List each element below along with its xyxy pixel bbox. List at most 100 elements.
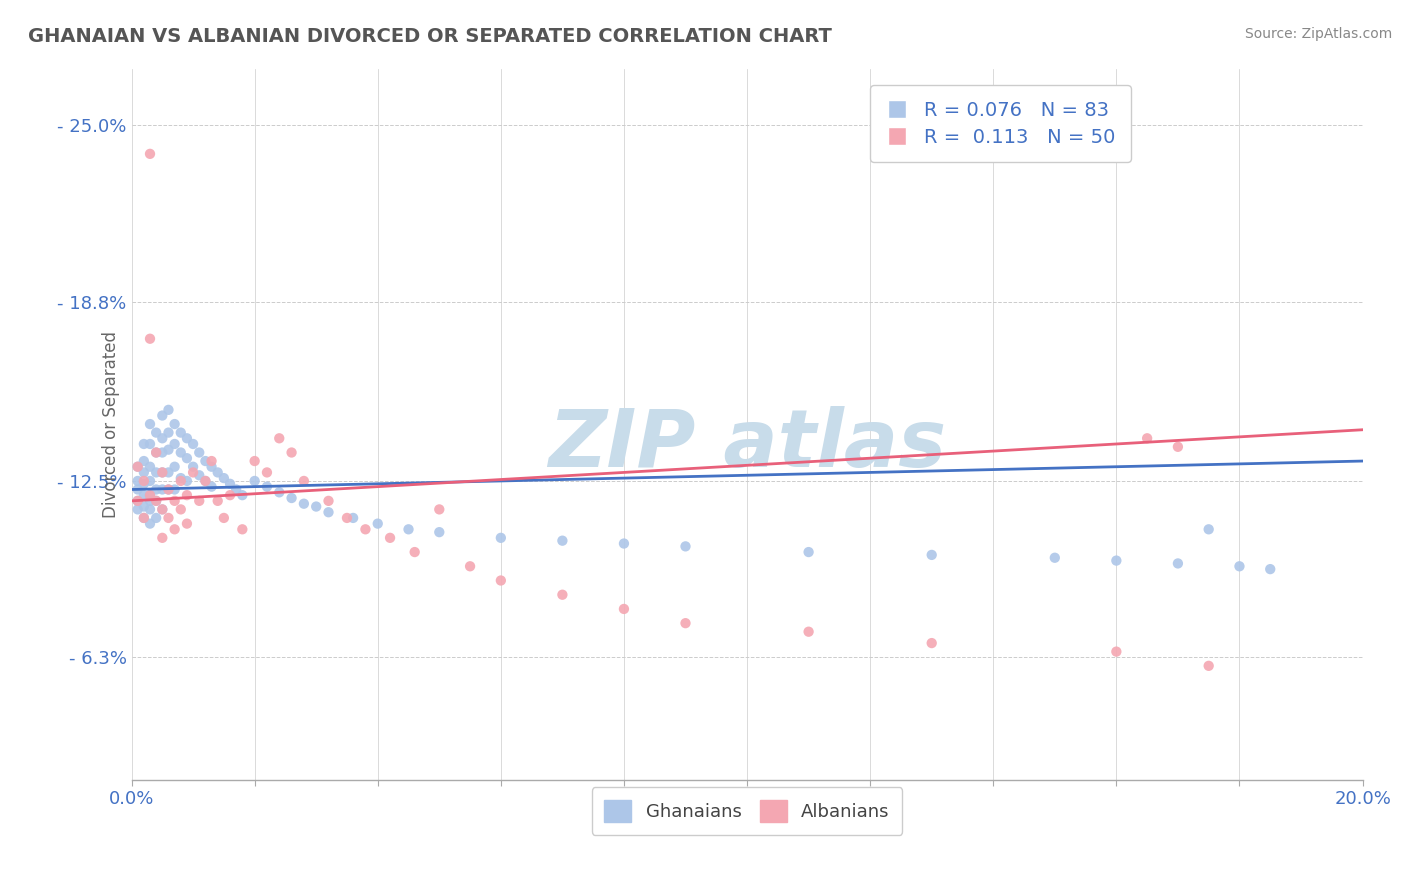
Point (132, 466, 155, 480)
Point (188, 445, 211, 459)
Point (132, 511, 155, 525)
Point (132, 454, 155, 468)
Point (336, 511, 359, 525)
Point (170, 474, 193, 488)
Point (157, 483, 180, 497)
Point (132, 476, 155, 491)
Point (145, 466, 167, 480)
Point (551, 588, 574, 602)
Point (132, 437, 155, 451)
Point (921, 548, 943, 562)
Point (269, 485, 291, 500)
Point (127, 459, 149, 474)
Point (150, 531, 173, 545)
Point (127, 459, 149, 474)
Point (675, 616, 697, 631)
Point (139, 494, 162, 508)
Point (139, 437, 162, 451)
Point (139, 502, 162, 516)
Point (127, 474, 149, 488)
Point (280, 445, 302, 459)
Point (157, 466, 180, 480)
Point (342, 511, 364, 525)
Point (139, 417, 162, 431)
Point (157, 511, 180, 525)
Point (157, 402, 180, 417)
Point (551, 533, 574, 548)
Point (157, 483, 180, 497)
Point (200, 454, 222, 468)
Point (139, 488, 162, 502)
Point (921, 636, 943, 650)
Point (150, 483, 173, 497)
Point (132, 500, 155, 514)
Point (145, 445, 167, 459)
Point (127, 494, 149, 508)
Point (354, 522, 377, 536)
Point (145, 511, 167, 525)
Point (139, 488, 162, 502)
Point (181, 459, 204, 474)
Point (181, 466, 204, 480)
Point (188, 494, 211, 508)
Point (132, 488, 155, 502)
Point (170, 445, 193, 459)
Point (176, 516, 198, 531)
Text: ZIP atlas: ZIP atlas (548, 407, 946, 484)
Point (1105, 645, 1128, 659)
Point (1043, 550, 1066, 565)
Point (243, 474, 266, 488)
Point (145, 483, 167, 497)
Point (1105, 553, 1128, 567)
Point (280, 491, 302, 505)
Point (194, 474, 217, 488)
Point (675, 540, 697, 554)
Point (145, 494, 167, 508)
Point (797, 545, 820, 559)
Point (139, 474, 162, 488)
Point (219, 488, 242, 502)
Point (139, 146, 162, 161)
Point (269, 431, 291, 445)
Point (150, 445, 173, 459)
Text: Source: ZipAtlas.com: Source: ZipAtlas.com (1244, 27, 1392, 41)
Point (367, 516, 389, 531)
Point (613, 602, 636, 616)
Point (150, 502, 173, 516)
Point (139, 332, 162, 346)
Point (225, 483, 247, 497)
Point (243, 454, 266, 468)
Point (145, 494, 167, 508)
Point (1198, 658, 1220, 673)
Point (194, 454, 217, 468)
Point (489, 531, 512, 545)
Point (150, 502, 173, 516)
Point (212, 471, 235, 485)
Point (163, 483, 186, 497)
Point (1198, 522, 1220, 536)
Point (127, 494, 149, 508)
Point (231, 522, 253, 536)
Point (170, 425, 193, 440)
Point (145, 425, 167, 440)
Point (150, 466, 173, 480)
Point (163, 437, 186, 451)
Point (157, 442, 180, 457)
Point (145, 445, 167, 459)
Point (163, 459, 186, 474)
Y-axis label: Divorced or Separated: Divorced or Separated (103, 331, 121, 517)
Point (188, 468, 211, 483)
Point (127, 483, 149, 497)
Point (1229, 559, 1251, 574)
Legend: Ghanaians, Albanians: Ghanaians, Albanians (592, 788, 903, 835)
Point (163, 522, 186, 536)
Point (170, 502, 193, 516)
Point (150, 431, 173, 445)
Point (150, 466, 173, 480)
Point (398, 522, 420, 536)
Point (181, 437, 204, 451)
Point (1136, 431, 1159, 445)
Point (292, 474, 315, 488)
Point (305, 500, 328, 514)
Point (207, 494, 229, 508)
